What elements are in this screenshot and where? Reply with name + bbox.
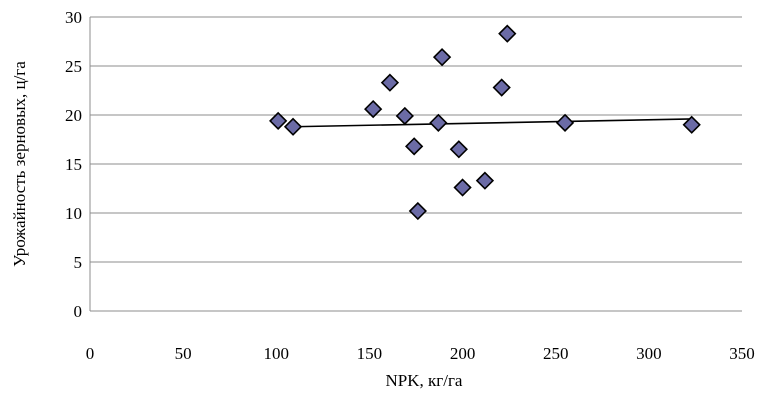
axes [89, 17, 742, 312]
x-tick-label: 150 [357, 344, 383, 363]
trendline [293, 118, 692, 128]
y-tick-label: 30 [65, 8, 82, 27]
data-point [405, 137, 424, 156]
y-axis-title: Урожайность зерновых, ц/га [10, 61, 29, 267]
x-tick-label: 300 [636, 344, 662, 363]
x-axis-title: NPK, кг/га [386, 371, 463, 390]
x-tick-label: 100 [264, 344, 290, 363]
x-tick-labels: 0 50 100 150 200 250 300 350 [86, 344, 755, 363]
x-tick-label: 0 [86, 344, 95, 363]
y-tick-label: 20 [65, 106, 82, 125]
data-point [380, 73, 400, 92]
data-point [269, 111, 288, 131]
grid-lines [90, 16, 742, 263]
data-point [283, 117, 303, 136]
data-point [432, 48, 452, 67]
data-point [408, 201, 427, 221]
data-point [475, 171, 495, 190]
x-tick-label: 350 [729, 344, 755, 363]
data-points [269, 24, 701, 221]
trendline-group [293, 118, 692, 128]
y-tick-label: 25 [65, 57, 82, 76]
y-tick-label: 10 [65, 204, 82, 223]
x-tick-label: 200 [450, 344, 476, 363]
y-tick-labels: 0 5 10 15 20 25 30 [65, 8, 82, 321]
data-point [453, 178, 472, 197]
data-point [395, 106, 414, 126]
y-tick-label: 0 [74, 302, 83, 321]
data-point [492, 78, 511, 97]
x-tick-label: 50 [175, 344, 192, 363]
data-point [498, 24, 517, 43]
data-point [429, 113, 448, 132]
data-point [555, 113, 575, 132]
data-point [364, 99, 383, 119]
data-point [449, 140, 468, 159]
y-tick-label: 15 [65, 155, 82, 174]
y-tick-label: 5 [74, 253, 83, 272]
data-point [682, 115, 701, 134]
x-tick-label: 250 [543, 344, 569, 363]
